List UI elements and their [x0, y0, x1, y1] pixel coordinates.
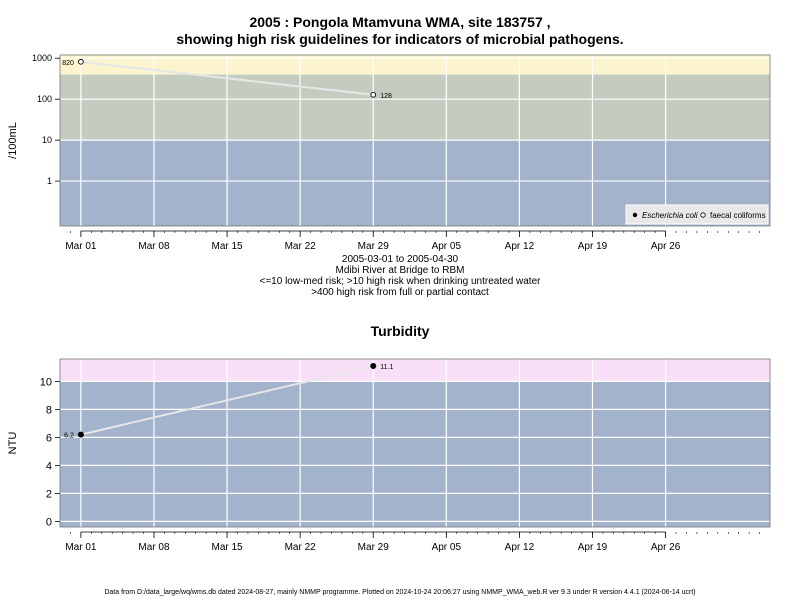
- x-tick-label: Apr 26: [651, 241, 681, 252]
- data-label: 11.1: [380, 364, 393, 371]
- x-tick-label: Apr 12: [505, 542, 535, 553]
- legend-label: faecal coliforms: [710, 211, 766, 220]
- data-point: [78, 58, 84, 65]
- risk-band: [60, 359, 770, 382]
- x-tick-label: Mar 01: [65, 542, 97, 553]
- footer-note: Data from D:/data_large/wq/wms.db dated …: [104, 589, 696, 596]
- x-tick-label: Apr 19: [578, 241, 608, 252]
- y-tick-label: 8: [46, 404, 52, 416]
- legend-box: [625, 204, 769, 225]
- y-tick-label: 1000: [32, 53, 52, 63]
- data-label: 128: [380, 93, 392, 100]
- x-tick-label: Mar 15: [211, 241, 243, 252]
- x-tick-label: Mar 08: [138, 542, 170, 553]
- legend-label: Escherichia coli: [642, 211, 698, 220]
- y-tick-label: 10: [40, 376, 52, 388]
- date-range-note: 2005-03-01 to 2005-04-30: [341, 254, 459, 265]
- y-tick-label: 6: [46, 432, 52, 444]
- y-tick-label: 2: [46, 488, 52, 500]
- legend-marker-filled: [632, 212, 638, 218]
- risk-band: [60, 74, 770, 141]
- y-tick-label: 1: [47, 176, 52, 186]
- x-tick-label: Apr 19: [578, 542, 608, 553]
- x-tick-label: Mar 29: [358, 241, 390, 252]
- drinking-risk-note: <=10 low-med risk; >10 high risk when dr…: [259, 276, 541, 287]
- series-line: [80, 60, 374, 96]
- contact-risk-note: >400 high risk from full or partial cont…: [311, 287, 489, 298]
- y-tick-label: 0: [46, 516, 52, 528]
- x-tick-label: Mar 08: [138, 241, 170, 252]
- plot-frame: [59, 358, 771, 528]
- y-tick-label: 10: [42, 135, 52, 145]
- x-tick-label: Apr 05: [432, 542, 462, 553]
- x-tick-label: Mar 22: [285, 241, 317, 252]
- x-tick-label: Mar 22: [285, 542, 317, 553]
- x-tick-label: Mar 01: [65, 241, 97, 252]
- risk-band: [60, 381, 770, 527]
- x-tick-label: Mar 15: [211, 542, 243, 553]
- x-tick-label: Mar 29: [358, 542, 390, 553]
- legend-marker-open: [700, 212, 706, 218]
- data-point: [370, 362, 377, 369]
- y-axis-title: /100mL: [7, 122, 19, 159]
- y-tick-label: 100: [37, 94, 52, 104]
- x-tick-label: Apr 12: [505, 241, 535, 252]
- y-axis-title: NTU: [7, 432, 19, 455]
- chart-subtitle: showing high risk guidelines for indicat…: [176, 31, 624, 47]
- x-tick-label: Apr 26: [651, 542, 681, 553]
- data-label: 820: [62, 60, 74, 67]
- data-point: [77, 431, 84, 438]
- y-tick-label: 4: [46, 460, 52, 472]
- site-name-note: Mdibi River at Bridge to RBM: [335, 265, 465, 276]
- series-line: [80, 365, 374, 436]
- x-tick-label: Apr 05: [432, 241, 462, 252]
- turbidity-title: Turbidity: [370, 323, 430, 339]
- chart-title: 2005 : Pongola Mtamvuna WMA, site 183757…: [249, 14, 551, 30]
- data-point: [370, 91, 377, 98]
- data-label: 6.2: [64, 433, 74, 440]
